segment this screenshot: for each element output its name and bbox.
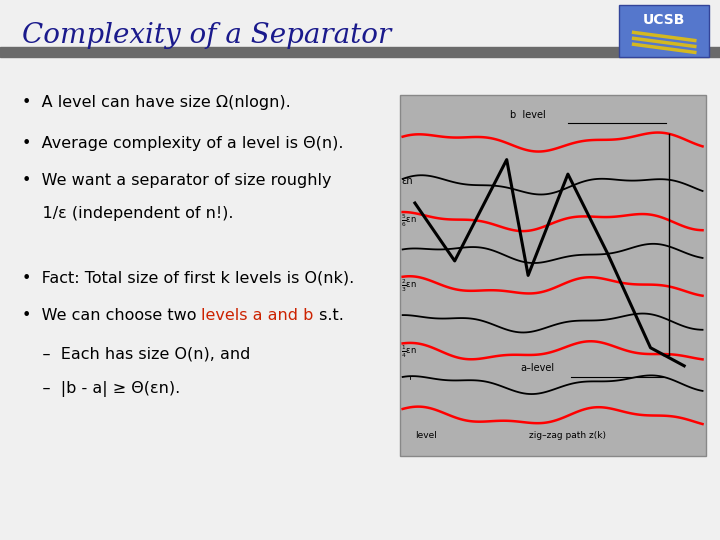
Text: •  Average complexity of a level is Θ(n).: • Average complexity of a level is Θ(n).	[22, 136, 343, 151]
Text: –  |b - a| ≥ Θ(εn).: – |b - a| ≥ Θ(εn).	[22, 381, 180, 397]
Text: level: level	[415, 431, 437, 440]
Text: •  We can choose two: • We can choose two	[22, 308, 201, 323]
Text: b  level: b level	[510, 110, 546, 120]
Text: –  Each has size O(n), and: – Each has size O(n), and	[22, 346, 250, 361]
Text: ': '	[409, 376, 412, 386]
Text: •  Fact: Total size of first k levels is O(nk).: • Fact: Total size of first k levels is …	[22, 271, 354, 286]
Bar	[400, 94, 706, 456]
Text: •  A level can have size Ω(nlogn).: • A level can have size Ω(nlogn).	[22, 95, 290, 110]
Text: s.t.: s.t.	[314, 308, 343, 323]
Text: εn: εn	[401, 177, 413, 186]
Text: $\frac{2}{3}$εn: $\frac{2}{3}$εn	[401, 278, 417, 294]
Text: $\frac{5}{6}$εn: $\frac{5}{6}$εn	[401, 213, 417, 230]
Text: UCSB: UCSB	[643, 13, 685, 27]
Text: Complexity of a Separator: Complexity of a Separator	[22, 22, 391, 49]
Text: zig–zag path z(k): zig–zag path z(k)	[529, 431, 606, 440]
Text: •  We want a separator of size roughly: • We want a separator of size roughly	[22, 173, 331, 188]
Text: a–level: a–level	[521, 363, 554, 373]
Bar	[0, 47, 720, 57]
Text: levels a and b: levels a and b	[201, 308, 314, 323]
Text: $\frac{1}{4}$εn: $\frac{1}{4}$εn	[401, 343, 417, 360]
Bar	[619, 5, 709, 57]
Text: 1/ε (independent of n!).: 1/ε (independent of n!).	[22, 206, 233, 221]
